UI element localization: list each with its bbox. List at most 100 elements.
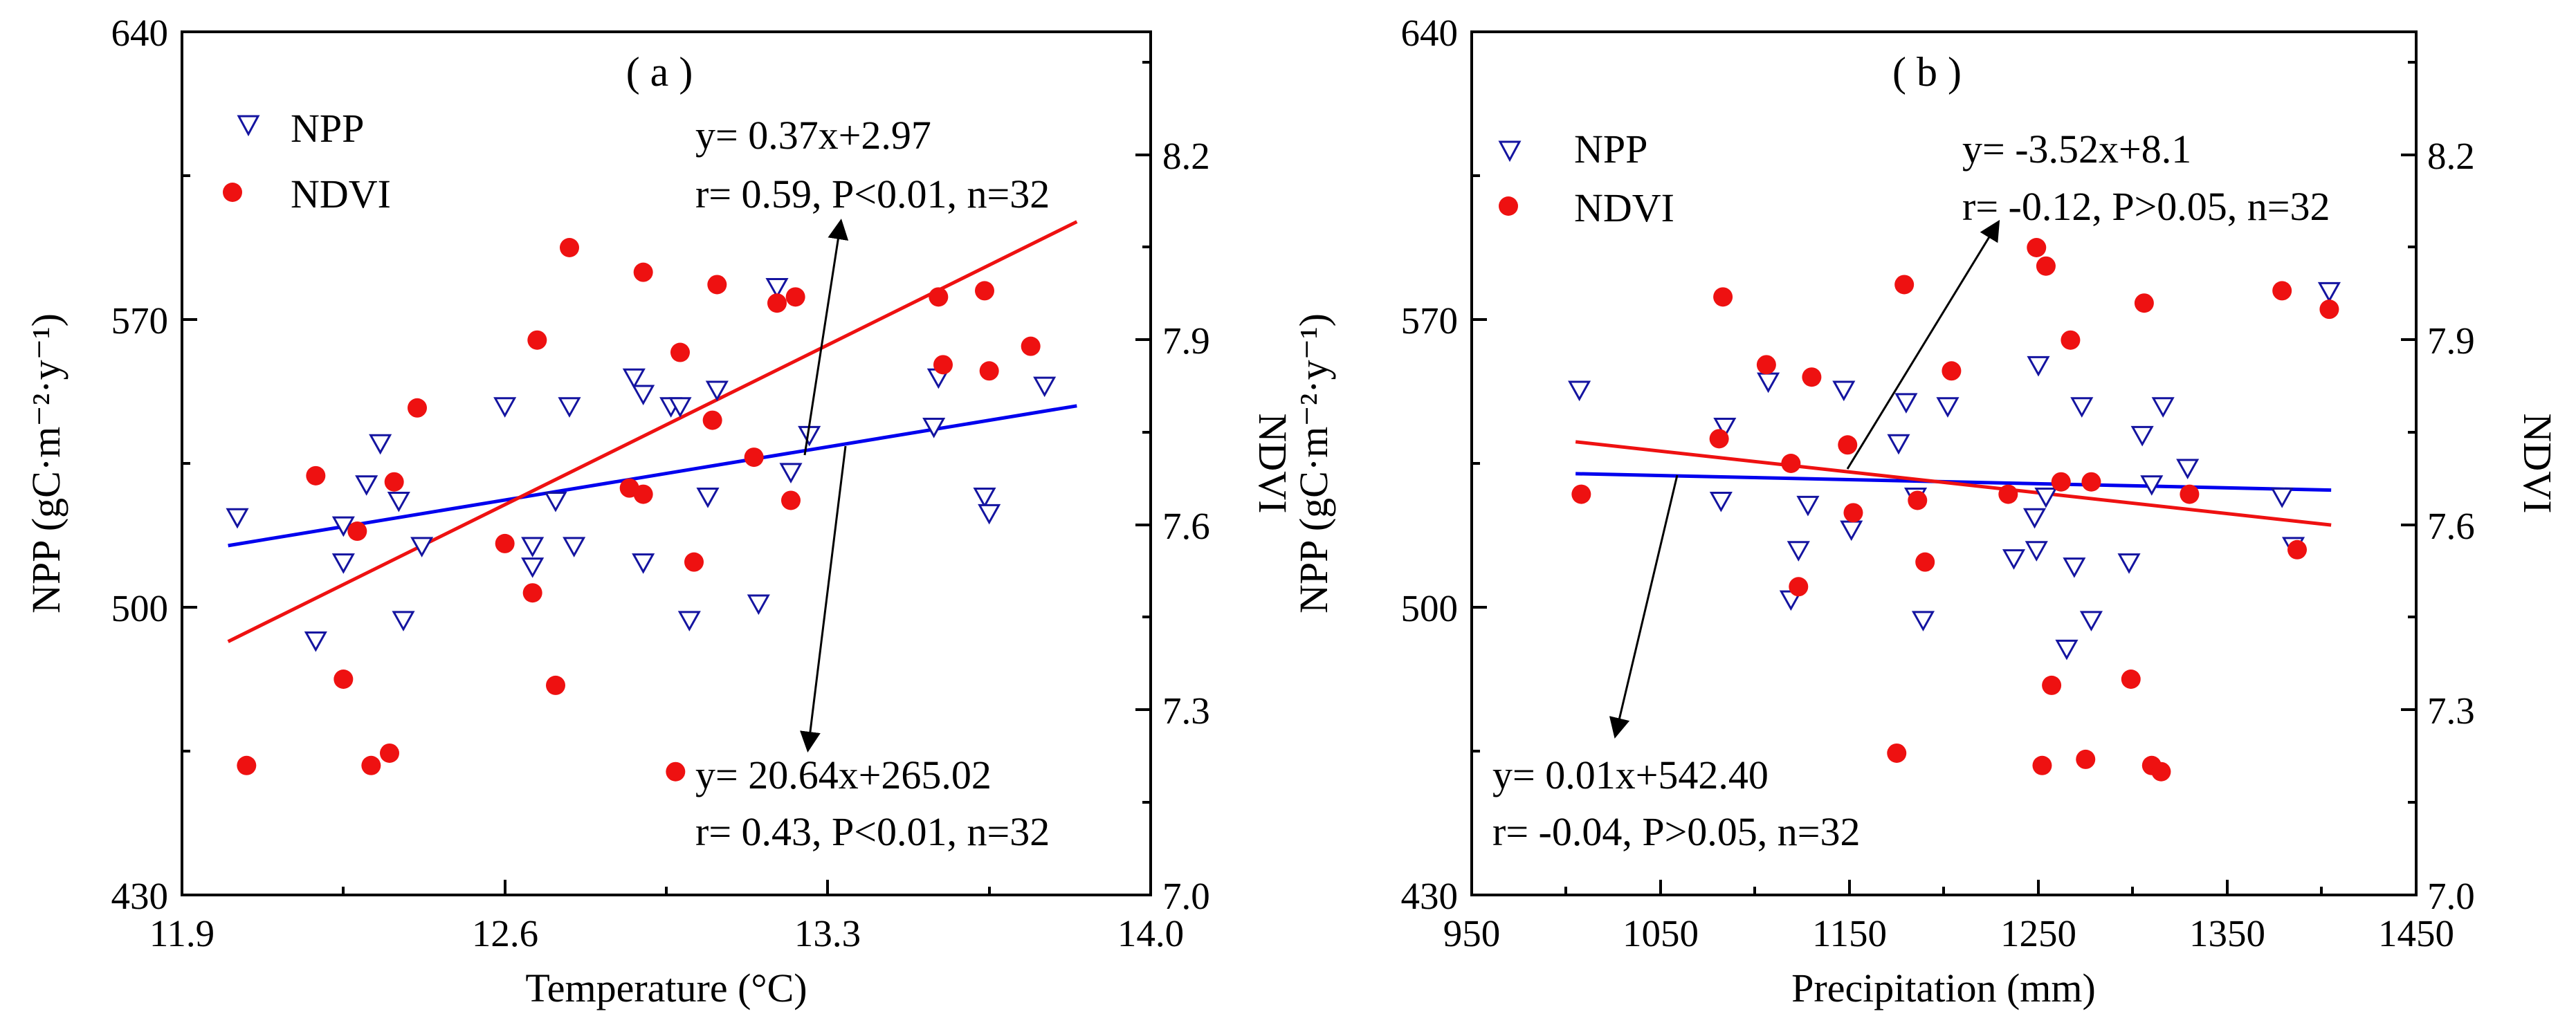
- panel-b-npp-stats: r= -0.04, P>0.05, n=32: [1492, 809, 1861, 854]
- panel-a-right-ticklabels: 7.0 7.3 7.6 7.9 8.2: [1162, 135, 1210, 917]
- panel-b-ndvi-point: [2051, 472, 2071, 492]
- legend-ndvi-label: NDVI: [1574, 185, 1674, 230]
- panel-a-ndvi-point: [929, 287, 949, 307]
- panel-a-npp-equation: y= 20.64x+265.02: [695, 752, 992, 797]
- panel-a-frame: [181, 30, 1152, 896]
- panel-b-ndvi-point: [2076, 749, 2096, 769]
- panel-a-ndvi-point: [334, 670, 354, 689]
- panel-b-ndvi-point: [2151, 761, 2171, 782]
- panel-a-npp-point: [747, 594, 770, 616]
- panel-a-npp-point: [392, 611, 415, 631]
- panel-b-npp-point: [1568, 380, 1591, 402]
- panel-a-ndvi-point: [975, 281, 994, 301]
- panel-b-right-ticklabels: 7.0 7.3 7.6 7.9 8.2: [2427, 135, 2475, 917]
- panel-a-ndvi-equation: y= 0.37x+2.97: [695, 113, 931, 158]
- panel-b-npp-point: [2117, 553, 2141, 574]
- panel-a-ndvi-point: [361, 755, 381, 775]
- panel-a-npp-point: [632, 553, 655, 574]
- panel-a-ndvi-point: [384, 472, 404, 492]
- panel-a-label: ( a ): [626, 49, 693, 95]
- panel-a-right-ticks: [1135, 61, 1151, 896]
- panel-b-npp-point: [1787, 541, 1810, 562]
- panel-b-npp-point: [2176, 459, 2200, 480]
- panel-a-ndvi-point: [408, 398, 427, 418]
- panel-a-ndvi-point: [633, 262, 653, 282]
- panel-a-left-ticks: [182, 30, 197, 896]
- panel-b-ndvi-point: [1942, 361, 1962, 381]
- panel-a-npp-point: [521, 557, 545, 578]
- tick-label: 7.6: [2427, 505, 2475, 547]
- panel-b: 640 570 500 430 7.0 7.3 7.6 7.9 8.2: [1291, 12, 2560, 1010]
- panel-a-npp-point: [410, 537, 434, 557]
- panel-b-points: [1568, 238, 2341, 782]
- panel-b-npp-point: [2079, 611, 2103, 631]
- panel-b-npp-point: [2022, 508, 2047, 529]
- panel-a-npp-point: [705, 380, 729, 402]
- panel-b-ndvi-point: [2287, 539, 2308, 560]
- panel-a-npp-point: [558, 397, 581, 418]
- panel-b-ndvi-point: [2032, 755, 2052, 775]
- panel-b-x-ticks: [1470, 880, 2418, 895]
- panel-b-ndvi-point: [2272, 281, 2292, 301]
- tick-label: 430: [111, 875, 169, 917]
- panel-a-npp-point: [544, 491, 567, 512]
- panel-b-ndvi-point: [1908, 490, 1928, 510]
- panel-b-npp-point: [1894, 393, 1918, 414]
- panel-a-ndvi-point: [306, 465, 326, 486]
- panel-a-points: [226, 238, 1057, 782]
- panel-b-ndvi-point: [2027, 238, 2047, 257]
- tick-label: 7.0: [2427, 875, 2475, 917]
- panel-a-left-ticklabels: 640 570 500 430: [111, 12, 169, 917]
- panel-b-ndvi-equation: y= -3.52x+8.1: [1962, 127, 2191, 172]
- panel-a-ndvi-point: [767, 293, 787, 313]
- legend-npp-marker: [1498, 140, 1522, 163]
- panel-a-npp-point: [973, 488, 996, 508]
- panel-a-x-ticklabels: 11.9 12.6 13.3 14.0: [149, 912, 1184, 954]
- panel-b-ndvi-point: [1838, 435, 1858, 455]
- panel-a-ndvi-point: [781, 490, 801, 510]
- panel-b-arrow-npp: [1609, 474, 1679, 739]
- legend-ndvi-label: NDVI: [291, 172, 391, 216]
- panel-b-npp-point: [1832, 380, 1856, 402]
- panel-a-ndvi-point: [380, 743, 399, 763]
- panel-b-npp-point: [2034, 488, 2058, 508]
- panel-b-npp-point: [1840, 520, 1863, 542]
- panel-b-ndvi-point: [1915, 552, 1935, 572]
- panel-b-ndvi-point: [2121, 670, 2141, 689]
- panel-b-legend: NPP NDVI: [1498, 127, 1674, 230]
- panel-a-npp-point: [369, 434, 392, 455]
- panel-a-ndvi-point: [560, 238, 579, 257]
- panel-a-x-ticks: [181, 880, 1152, 895]
- tick-label: 640: [111, 12, 169, 54]
- panel-a-npp-point: [696, 488, 720, 508]
- panel-b-npp-point: [2317, 281, 2341, 303]
- tick-label: 7.3: [2427, 690, 2475, 732]
- panel-b-left-axis-label: NPP (gC·m⁻²·y⁻¹): [1291, 313, 1336, 613]
- panel-a-npp-point: [304, 631, 327, 652]
- panel-a-npp-point: [632, 385, 655, 406]
- panel-b-npp-point: [1709, 491, 1733, 512]
- panel-a-left-axis-label: NPP (gC·m⁻²·y⁻¹): [24, 313, 68, 613]
- tick-label: 950: [1443, 912, 1501, 954]
- panel-a-ndvi-point: [785, 287, 805, 307]
- tick-label: 7.9: [1162, 320, 1210, 362]
- tick-label: 12.6: [472, 912, 538, 954]
- panel-b-ndvi-point: [1843, 503, 1863, 523]
- legend-npp-label: NPP: [1574, 127, 1647, 172]
- panel-b-npp-point: [1713, 418, 1737, 438]
- panel-a-npp-point: [668, 397, 692, 418]
- panel-b-ndvi-fit-line: [1575, 440, 2332, 527]
- tick-label: 1250: [2000, 912, 2076, 954]
- panel-a-ndvi-point: [633, 484, 653, 504]
- panel-b-ndvi-point: [1756, 355, 1776, 375]
- panel-b-left-ticks: [1472, 30, 1487, 896]
- panel-a-npp-point: [355, 475, 378, 496]
- legend-ndvi-marker: [223, 183, 242, 202]
- panel-a-npp-point: [779, 463, 803, 483]
- legend-ndvi-marker: [1499, 196, 1518, 216]
- panel-b-npp-point: [2027, 355, 2050, 377]
- tick-label: 7.6: [1162, 505, 1210, 547]
- panel-b-npp-point: [2270, 488, 2294, 508]
- tick-label: 11.9: [149, 912, 214, 954]
